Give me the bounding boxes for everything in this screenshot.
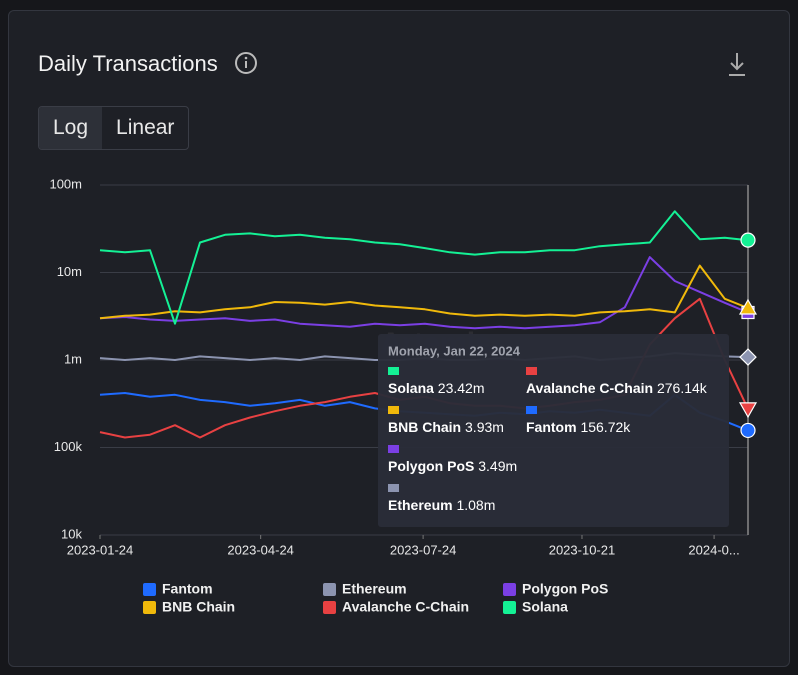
tooltip-value: 23.42m	[438, 380, 485, 396]
tooltip-swatch	[388, 367, 399, 375]
scale-toggle: Log Linear	[38, 106, 190, 150]
legend-label: BNB Chain	[162, 599, 235, 615]
y-tick-label: 100m	[49, 176, 82, 191]
tooltip-swatch	[388, 484, 399, 492]
info-icon[interactable]	[235, 51, 259, 75]
tooltip-swatch	[388, 445, 399, 453]
y-tick-label: 10k	[61, 526, 82, 541]
legend-label: Solana	[522, 599, 568, 615]
x-tick-label: 2023-01-24	[67, 542, 134, 557]
tooltip-box	[378, 334, 729, 527]
series-line	[99, 256, 749, 330]
series-line	[99, 210, 749, 325]
legend-swatch	[503, 583, 516, 596]
end-marker	[740, 232, 756, 248]
x-tick-label: 2023-04-24	[227, 542, 294, 557]
series-line	[99, 264, 749, 320]
tooltip-name: Avalanche C-Chain	[526, 380, 653, 396]
x-tick-label: 2024-0...	[688, 542, 739, 557]
tooltip-item: Fantom 156.72k	[526, 419, 631, 435]
y-tick-label: 10m	[57, 264, 82, 279]
tooltip-swatch	[526, 367, 537, 375]
legend-label: Ethereum	[342, 581, 407, 597]
tooltip-item: Polygon PoS 3.49m	[388, 458, 517, 474]
tooltip-value: 156.72k	[580, 419, 631, 435]
tooltip-name: Fantom	[526, 419, 577, 435]
legend-swatch	[143, 583, 156, 596]
tooltip-swatch	[388, 406, 399, 414]
tooltip-value: 3.49m	[478, 458, 517, 474]
legend-label: Avalanche C-Chain	[342, 599, 469, 615]
y-tick-label: 100k	[54, 439, 83, 454]
tooltip-title: Monday, Jan 22, 2024	[388, 343, 521, 358]
legend-swatch	[323, 601, 336, 614]
tooltip-item: Ethereum 1.08m	[388, 497, 495, 513]
end-marker	[739, 348, 757, 366]
tooltip: Monday, Jan 22, 2024 Solana 23.42m Avalanc…	[378, 334, 729, 527]
tooltip-name: Ethereum	[388, 497, 453, 513]
toggle-option[interactable]: Linear	[116, 116, 175, 139]
legend-swatch	[323, 583, 336, 596]
end-marker	[738, 402, 758, 419]
tooltip-value: 1.08m	[456, 497, 495, 513]
title: Daily Transactions	[38, 51, 218, 76]
tooltip-name: BNB Chain	[388, 419, 461, 435]
tooltip-value: 276.14k	[657, 380, 708, 396]
tooltip-swatch	[526, 406, 537, 414]
download-icon[interactable]	[725, 51, 749, 79]
toggle-option[interactable]: Log	[39, 107, 103, 149]
tooltip-value: 3.93m	[465, 419, 504, 435]
end-marker	[738, 298, 758, 315]
legend-swatch	[503, 601, 516, 614]
tooltip-name: Polygon PoS	[388, 458, 474, 474]
x-tick-label: 2023-07-24	[390, 542, 457, 557]
legend-label: Polygon PoS	[522, 581, 608, 597]
tooltip-name: Solana	[388, 380, 434, 396]
legend-swatch	[143, 601, 156, 614]
x-tick-label: 2023-10-21	[549, 542, 616, 557]
y-tick-label: 1m	[64, 351, 82, 366]
end-marker	[740, 422, 756, 439]
tooltip-item: Solana 23.42m	[388, 380, 485, 396]
tooltip-item: Avalanche C-Chain 276.14k	[526, 380, 708, 396]
legend-label: Fantom	[162, 581, 213, 597]
tooltip-item: BNB Chain 3.93m	[388, 419, 504, 435]
